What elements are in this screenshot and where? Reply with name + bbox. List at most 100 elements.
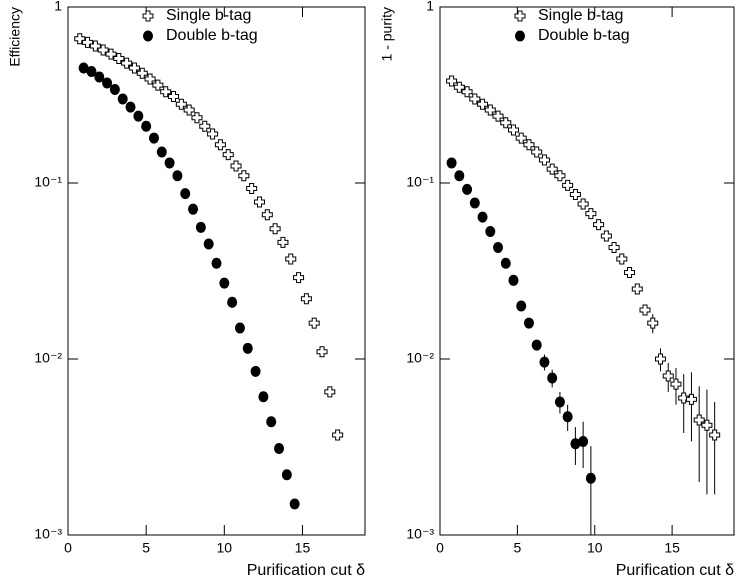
data-point xyxy=(324,386,336,398)
data-point xyxy=(709,429,721,441)
x-tick-label: 15 xyxy=(664,540,680,556)
data-point xyxy=(277,236,289,248)
data-point xyxy=(562,411,573,423)
data-point xyxy=(308,317,320,329)
data-point xyxy=(639,304,651,316)
x-tick-label: 0 xyxy=(436,540,444,556)
data-point xyxy=(113,52,125,64)
y-tick-label: 10⁻³ xyxy=(34,526,62,542)
data-point xyxy=(678,392,690,404)
x-tick-label: 10 xyxy=(217,540,233,556)
x-tick-label: 5 xyxy=(513,540,521,556)
legend-label: Single b-tag xyxy=(166,7,251,24)
data-point xyxy=(647,317,659,329)
data-point xyxy=(585,472,596,484)
data-point xyxy=(585,208,597,220)
data-point xyxy=(274,443,285,455)
data-point xyxy=(105,48,117,60)
data-point xyxy=(109,83,120,95)
data-point xyxy=(569,189,581,201)
data-point xyxy=(446,157,457,169)
data-point xyxy=(207,128,219,140)
data-point xyxy=(500,257,511,269)
data-point xyxy=(160,86,172,98)
data-point xyxy=(662,370,674,382)
legend-marker xyxy=(143,30,153,42)
data-point xyxy=(144,73,156,85)
data-point xyxy=(547,372,558,384)
data-point xyxy=(469,93,481,105)
data-point xyxy=(546,163,558,175)
data-point xyxy=(492,110,504,122)
y-axis-label: 1 - purity xyxy=(379,7,395,61)
legend-label: Single b-tag xyxy=(538,7,623,24)
legend-label: Double b-tag xyxy=(538,27,630,44)
data-point xyxy=(461,86,473,98)
data-point xyxy=(554,170,566,182)
data-point xyxy=(701,419,713,431)
data-point xyxy=(655,353,666,365)
data-point xyxy=(230,160,242,172)
data-point xyxy=(168,91,180,103)
data-point xyxy=(222,149,234,161)
data-point xyxy=(531,146,543,158)
data-point xyxy=(462,183,473,195)
data-point xyxy=(214,139,226,151)
data-point xyxy=(261,209,273,221)
data-point xyxy=(484,104,496,116)
data-point xyxy=(227,296,238,308)
y-tick-label: 10⁻¹ xyxy=(34,174,62,190)
data-point xyxy=(485,226,496,238)
legend-label: Double b-tag xyxy=(166,27,258,44)
data-point xyxy=(136,67,148,79)
data-point xyxy=(250,365,261,377)
data-point xyxy=(183,104,195,116)
data-point xyxy=(670,378,682,390)
data-point xyxy=(316,346,328,358)
y-tick-label: 10⁻³ xyxy=(406,526,434,542)
data-point xyxy=(624,267,636,279)
data-point xyxy=(608,242,620,254)
data-point xyxy=(128,62,140,74)
data-point xyxy=(78,62,89,74)
data-point xyxy=(117,93,128,105)
data-point xyxy=(211,257,222,269)
data-point xyxy=(500,117,512,129)
data-point xyxy=(238,170,250,182)
data-point xyxy=(570,438,581,450)
data-point xyxy=(199,120,211,132)
data-point xyxy=(234,322,245,334)
data-point xyxy=(685,393,697,405)
data-point xyxy=(523,139,535,151)
data-point xyxy=(554,396,565,408)
y-tick-label: 10⁻² xyxy=(406,350,434,366)
data-point xyxy=(454,170,465,182)
data-point xyxy=(175,98,187,110)
data-point xyxy=(477,98,489,110)
x-tick-label: 15 xyxy=(295,540,311,556)
data-point xyxy=(246,183,258,195)
data-point xyxy=(242,342,253,354)
x-tick-label: 0 xyxy=(64,540,72,556)
data-point xyxy=(102,77,113,89)
data-point xyxy=(477,211,488,223)
data-point xyxy=(269,223,281,235)
data-point xyxy=(258,391,269,403)
data-point xyxy=(281,469,292,481)
data-point xyxy=(141,120,152,132)
data-point xyxy=(156,146,167,158)
data-point xyxy=(266,416,277,428)
data-point xyxy=(89,40,101,52)
data-point xyxy=(693,414,705,426)
x-axis-label: Purification cut δ xyxy=(247,562,365,579)
plot-frame xyxy=(439,6,735,536)
data-point xyxy=(616,253,628,265)
data-point xyxy=(125,101,136,113)
data-point xyxy=(285,253,297,265)
data-point xyxy=(148,132,159,144)
data-point xyxy=(593,219,605,231)
x-axis-label: Purification cut δ xyxy=(616,562,734,579)
data-point xyxy=(293,272,305,284)
data-point xyxy=(578,435,589,447)
x-tick-label: 10 xyxy=(587,540,603,556)
